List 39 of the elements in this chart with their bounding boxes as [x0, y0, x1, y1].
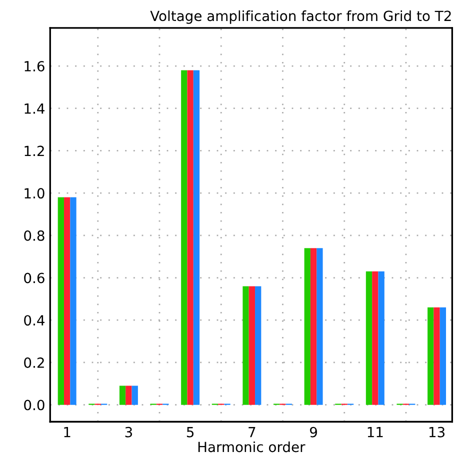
bar [193, 70, 200, 405]
bar [181, 70, 188, 405]
bar [187, 70, 194, 405]
bar [428, 307, 434, 405]
bar [440, 307, 446, 405]
y-tick-label: 0.6 [24, 272, 44, 284]
x-tick-label: 3 [125, 426, 132, 438]
y-tick-label: 1.2 [24, 146, 44, 156]
bar [64, 197, 70, 405]
y-tick-label: 0.0 [24, 400, 44, 410]
bar [366, 271, 372, 405]
bar [248, 286, 256, 405]
bar [378, 271, 384, 405]
y-tick-label: 1.0 [24, 188, 44, 199]
bar [132, 386, 138, 405]
bar [372, 271, 378, 405]
x-tick-label: 5 [186, 427, 194, 438]
bar [310, 248, 317, 405]
x-tick-label: 9 [310, 426, 317, 438]
bar [119, 386, 126, 405]
x-tick-label: 13 [429, 426, 444, 438]
bar [434, 307, 440, 405]
bar [58, 197, 64, 405]
bar [70, 197, 76, 405]
bar [126, 386, 132, 405]
bar [316, 248, 323, 405]
x-tick-label: 7 [248, 427, 256, 438]
bar [304, 248, 310, 405]
chart-title: Voltage amplification factor from Grid to T2 [150, 10, 451, 24]
y-tick-label: 1.4 [24, 104, 44, 114]
y-tick-label: 0.4 [24, 315, 44, 326]
x-tick-label: 1 [64, 427, 70, 438]
bar [255, 286, 262, 405]
y-tick-label: 0.8 [24, 230, 44, 241]
bar [242, 286, 249, 405]
y-tick-label: 0.2 [24, 357, 44, 368]
y-tick-label: 1.6 [24, 60, 44, 72]
x-tick-label: 11 [368, 427, 383, 438]
x-axis-title: Harmonic order [198, 441, 306, 452]
